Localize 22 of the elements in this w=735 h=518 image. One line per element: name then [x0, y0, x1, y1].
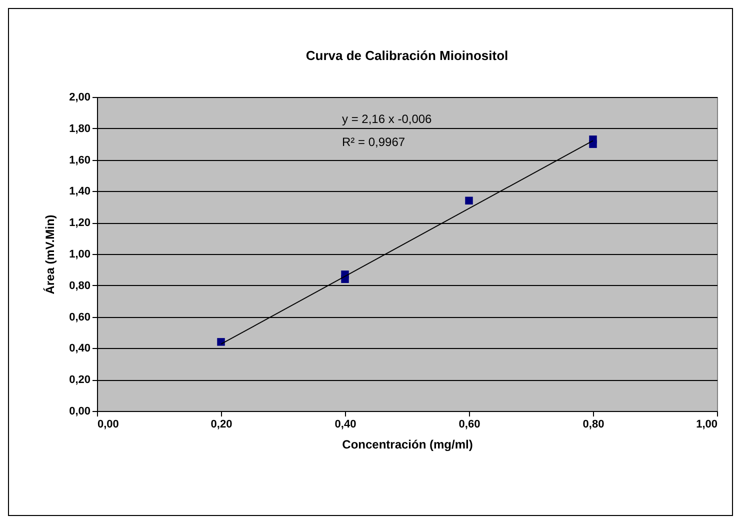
y-axis-title: Área (mV.Min)	[43, 214, 58, 294]
y-tick-label: 1,20	[69, 217, 90, 230]
y-tick-label: 1,80	[69, 122, 90, 135]
x-tick-label: 0,60	[458, 418, 480, 430]
y-tick-label: 0,00	[69, 406, 90, 418]
y-tick-label: 0,80	[69, 280, 90, 292]
x-axis-title: Concentración (mg/ml)	[342, 438, 473, 452]
y-tick-label: 1,60	[69, 154, 90, 166]
x-tick-label: 0,00	[98, 418, 119, 430]
chart-title: Curva de Calibración Mioinositol	[306, 48, 508, 63]
annotation: R² = 0,9967	[342, 135, 406, 149]
annotation: y = 2,16 x -0,006	[342, 112, 432, 126]
y-tick-label: 0,20	[69, 374, 90, 386]
y-tick-label: 0,60	[69, 311, 90, 324]
y-tick-label: 0,40	[69, 342, 90, 355]
x-tick-label: 1,00	[696, 418, 718, 430]
y-tick-label: 1,40	[69, 186, 90, 198]
x-tick-label: 0,80	[582, 418, 604, 430]
y-tick-label: 1,00	[69, 248, 90, 260]
y-tick-label: 2,00	[69, 92, 90, 104]
x-tick-label: 0,20	[210, 418, 232, 430]
x-tick-label: 0,40	[334, 418, 356, 430]
